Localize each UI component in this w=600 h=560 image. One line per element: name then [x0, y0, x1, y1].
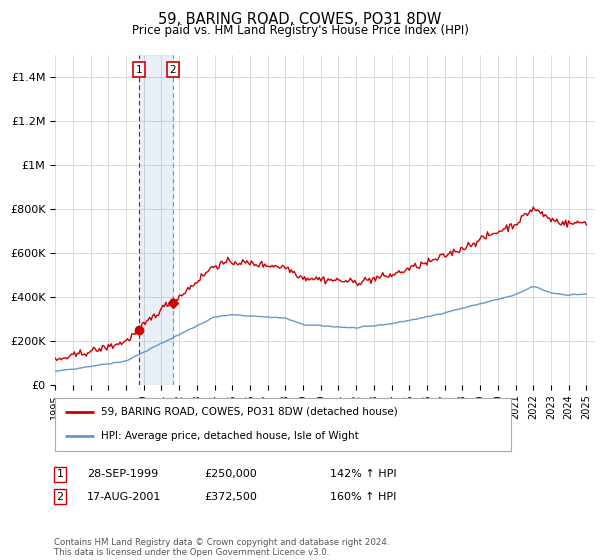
- Text: 1: 1: [56, 469, 64, 479]
- Text: 160% ↑ HPI: 160% ↑ HPI: [330, 492, 397, 502]
- Text: Price paid vs. HM Land Registry's House Price Index (HPI): Price paid vs. HM Land Registry's House …: [131, 24, 469, 36]
- Text: 1: 1: [136, 65, 142, 74]
- Text: 17-AUG-2001: 17-AUG-2001: [87, 492, 161, 502]
- Text: HPI: Average price, detached house, Isle of Wight: HPI: Average price, detached house, Isle…: [101, 431, 359, 441]
- Text: 2: 2: [169, 65, 176, 74]
- Text: 28-SEP-1999: 28-SEP-1999: [87, 469, 158, 479]
- Bar: [139, 55, 173, 385]
- Text: 2: 2: [56, 492, 64, 502]
- Text: Contains HM Land Registry data © Crown copyright and database right 2024.
This d: Contains HM Land Registry data © Crown c…: [54, 538, 389, 557]
- Text: £372,500: £372,500: [204, 492, 257, 502]
- Text: 142% ↑ HPI: 142% ↑ HPI: [330, 469, 397, 479]
- Text: 59, BARING ROAD, COWES, PO31 8DW: 59, BARING ROAD, COWES, PO31 8DW: [158, 12, 442, 27]
- Text: 59, BARING ROAD, COWES, PO31 8DW (detached house): 59, BARING ROAD, COWES, PO31 8DW (detach…: [101, 407, 398, 417]
- Text: £250,000: £250,000: [204, 469, 257, 479]
